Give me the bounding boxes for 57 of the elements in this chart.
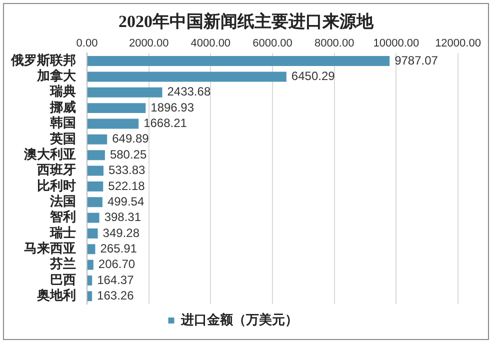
data-label: 1668.21: [144, 116, 188, 130]
data-label: 9787.07: [394, 53, 438, 68]
y-tick-label: 俄罗斯联邦: [10, 52, 76, 68]
y-tick-label: 挪威: [49, 99, 76, 114]
bar: [88, 291, 92, 302]
y-tick-label: 智利: [49, 209, 76, 224]
data-label: 206.70: [98, 257, 136, 272]
y-tick-label: 芬兰: [49, 256, 76, 272]
data-label: 398.31: [104, 210, 142, 224]
y-tick-label: 英国: [49, 130, 76, 146]
bar: [88, 244, 96, 254]
data-label: 522.18: [108, 178, 146, 193]
y-tick-label: 比利时: [37, 178, 76, 193]
data-label: 649.89: [112, 132, 150, 146]
x-tick-label: 12000.00: [435, 38, 481, 50]
y-tick-label: 瑞典: [49, 84, 76, 99]
y-tick-label: 韩国: [49, 115, 76, 130]
data-label: 164.37: [97, 272, 134, 287]
chart-title: 2020年中国新闻纸主要进口来源地: [118, 11, 375, 33]
y-tick-label: 法国: [49, 193, 76, 208]
bar: [88, 181, 104, 192]
data-label: 265.91: [100, 241, 138, 256]
y-tick-label: 澳大利亚: [23, 146, 76, 162]
bar: [88, 275, 92, 286]
y-tick-label: 加拿大: [36, 68, 77, 84]
bar: [88, 197, 102, 208]
bar: [88, 228, 98, 238]
bar: [88, 118, 139, 129]
data-label: 6450.29: [291, 69, 336, 84]
data-label: 349.28: [102, 226, 140, 240]
data-label: 580.25: [110, 147, 147, 162]
x-tick-label: 0.00: [76, 38, 98, 50]
bar: [88, 150, 105, 160]
bar: [88, 72, 286, 82]
data-label: 163.26: [97, 288, 134, 302]
y-tick-label: 奥地利: [36, 288, 76, 303]
x-tick-label: 2000.00: [128, 38, 169, 50]
data-label: 533.83: [108, 163, 146, 178]
bar: [88, 56, 390, 66]
y-tick-label: 马来西亚: [24, 240, 76, 256]
bar: [88, 103, 146, 114]
x-tick-label: 10000.00: [373, 38, 420, 50]
legend-label: 进口金额（万美元）: [180, 312, 298, 327]
y-tick-label: 瑞士: [49, 224, 76, 240]
data-label: 1896.93: [150, 100, 194, 114]
bar: [88, 166, 104, 176]
bar: [88, 260, 94, 270]
bar: [88, 212, 100, 223]
x-tick-label: 6000.00: [252, 38, 292, 50]
x-tick-label: 4000.00: [190, 38, 231, 50]
data-label: 2433.68: [167, 84, 211, 99]
data-label: 499.54: [107, 194, 144, 208]
bar: [88, 134, 108, 144]
x-tick-label: 8000.00: [314, 38, 354, 50]
y-tick-label: 巴西: [50, 272, 76, 287]
bar: [88, 87, 162, 98]
y-tick-label: 西班牙: [36, 162, 76, 178]
